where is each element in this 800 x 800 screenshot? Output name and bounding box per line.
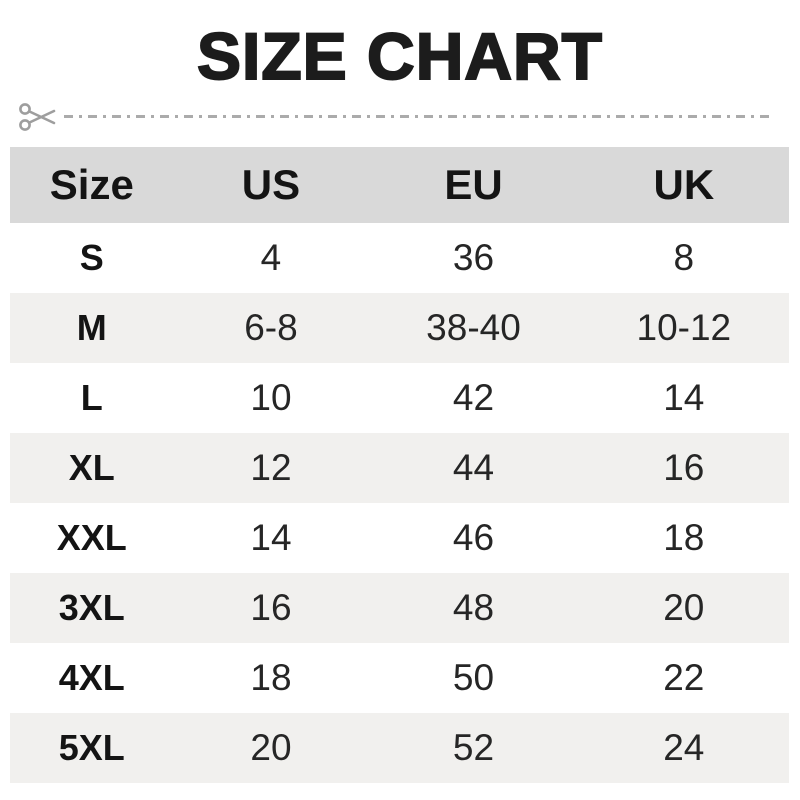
size-cell: 4XL bbox=[58, 656, 125, 698]
value-cell-eu: 44 bbox=[452, 446, 495, 488]
value-cell-eu: 52 bbox=[452, 726, 495, 768]
value-cell-us: 18 bbox=[250, 656, 292, 698]
size-cell: XXL bbox=[56, 516, 127, 558]
cut-line bbox=[18, 97, 770, 137]
value-cell-eu: 38-40 bbox=[426, 306, 521, 348]
table-row-l: L 10 42 14 bbox=[10, 363, 789, 433]
value-cell-eu: 46 bbox=[452, 516, 495, 558]
value-cell-uk: 24 bbox=[663, 726, 705, 768]
page-title: SIZE CHART bbox=[196, 19, 603, 93]
size-cell: 3XL bbox=[58, 586, 125, 628]
value-cell-eu: 50 bbox=[452, 656, 495, 698]
table-row-5xl: 5XL 20 52 24 bbox=[10, 712, 789, 783]
value-cell-uk: 8 bbox=[673, 236, 695, 278]
value-cell-us: 6-8 bbox=[244, 306, 298, 348]
value-cell-uk: 22 bbox=[663, 656, 705, 698]
table-row-m: M 6-8 38-40 10-12 bbox=[10, 292, 789, 363]
table-row-xxl: XXL 14 46 18 bbox=[10, 503, 789, 573]
column-header-us: US bbox=[241, 160, 301, 208]
value-cell-us: 10 bbox=[250, 376, 292, 418]
value-cell-us: 20 bbox=[250, 726, 292, 768]
table-row-s: S 4 36 8 bbox=[10, 223, 789, 293]
size-cell: 5XL bbox=[58, 726, 125, 768]
column-header-eu: EU bbox=[444, 160, 503, 208]
value-cell-uk: 16 bbox=[663, 446, 705, 488]
value-cell-us: 12 bbox=[250, 446, 292, 488]
size-cell: S bbox=[79, 236, 104, 278]
size-chart-table: Size US EU UK S 4 36 8 M 6-8 38-40 10-12… bbox=[10, 146, 789, 783]
size-cell: M bbox=[76, 306, 107, 348]
size-cell: L bbox=[80, 376, 103, 418]
value-cell-uk: 20 bbox=[663, 586, 705, 628]
value-cell-uk: 18 bbox=[663, 516, 705, 558]
value-cell-us: 4 bbox=[260, 236, 282, 278]
scissors-icon bbox=[18, 99, 58, 135]
value-cell-us: 14 bbox=[250, 516, 292, 558]
column-header-uk: UK bbox=[653, 160, 715, 208]
dash-dot-line bbox=[64, 115, 770, 119]
value-cell-us: 16 bbox=[250, 586, 292, 628]
size-cell: XL bbox=[68, 446, 115, 488]
value-cell-uk: 10-12 bbox=[636, 306, 732, 348]
table-row-3xl: 3XL 16 48 20 bbox=[10, 572, 789, 643]
table-row-xl: XL 12 44 16 bbox=[10, 432, 789, 503]
table-header-row: Size US EU UK bbox=[10, 146, 789, 223]
value-cell-eu: 42 bbox=[452, 376, 495, 418]
value-cell-eu: 36 bbox=[452, 236, 495, 278]
column-header-size: Size bbox=[49, 160, 134, 208]
value-cell-eu: 48 bbox=[452, 586, 495, 628]
table-row-4xl: 4XL 18 50 22 bbox=[10, 643, 789, 713]
value-cell-uk: 14 bbox=[663, 376, 705, 418]
